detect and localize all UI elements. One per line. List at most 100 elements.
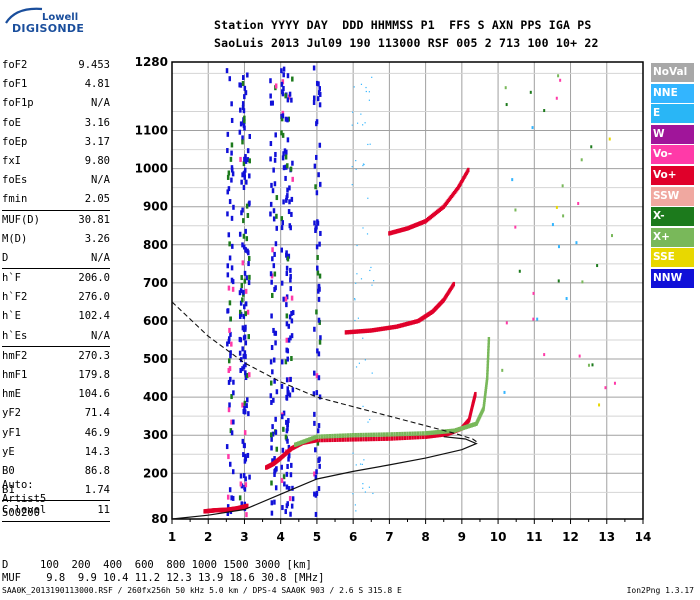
trace-point [407, 321, 411, 326]
echo-point [285, 197, 288, 203]
echo-point [226, 494, 230, 500]
param-row: foE 3.16 [2, 114, 110, 133]
echo-point [271, 247, 274, 253]
echo-point [269, 156, 272, 162]
trace-point [372, 436, 376, 442]
echo-point [367, 421, 369, 423]
echo-point [245, 179, 248, 185]
x-tick-label: 11 [526, 530, 543, 544]
echo-point [291, 485, 294, 491]
param-row: fxI 9.80 [2, 152, 110, 171]
echo-point [241, 135, 244, 141]
trace-point [359, 437, 363, 442]
trace-point [403, 431, 407, 437]
trace-point [414, 435, 417, 440]
trace-point [415, 222, 418, 228]
echo-point [274, 151, 277, 157]
echo-point [360, 113, 362, 115]
echo-point [227, 454, 230, 460]
echo-point [286, 187, 289, 193]
x-tick-label: 10 [490, 530, 507, 544]
echo-point [369, 143, 371, 145]
echo-point [356, 244, 358, 247]
echo-point [289, 286, 293, 292]
echo-point [318, 286, 321, 292]
echo-point [514, 225, 517, 229]
trace-point [408, 435, 412, 440]
echo-point [269, 211, 272, 217]
header-line2: SaoLuis 2013 Jul09 190 113000 RSF 005 2 … [214, 36, 599, 50]
trace-point [425, 434, 429, 439]
trace-point [336, 433, 339, 439]
echo-point [315, 373, 319, 379]
trace-point [432, 212, 435, 218]
echo-point [287, 418, 290, 424]
echo-point [561, 184, 564, 188]
echo-point [238, 350, 242, 356]
trace-point [300, 440, 303, 445]
trace-point [424, 434, 427, 439]
trace-point [304, 438, 308, 443]
echo-point [368, 91, 370, 93]
echo-point [282, 199, 285, 205]
trace-point [353, 329, 357, 334]
echo-point [289, 335, 292, 341]
trace-point [375, 436, 378, 442]
trace-point [388, 231, 391, 236]
echo-point [243, 174, 246, 180]
echo-point [242, 218, 245, 224]
trace-point [390, 436, 394, 441]
echo-point [371, 372, 373, 374]
echo-point [287, 486, 291, 492]
trace-point [309, 436, 312, 442]
echo-point [239, 156, 242, 162]
trace-point [401, 322, 405, 328]
echo-point [228, 487, 232, 493]
trace-point [380, 326, 384, 332]
echo-point [318, 86, 321, 92]
echo-point [244, 311, 247, 317]
echo-point [247, 255, 251, 261]
echo-point [244, 154, 247, 160]
echo-point [316, 348, 319, 354]
echo-point [284, 175, 287, 181]
echo-point [280, 116, 284, 122]
echo-point [287, 323, 291, 329]
y-tick-label: 500 [143, 352, 168, 366]
echo-point [317, 81, 320, 87]
trace-point [400, 323, 403, 328]
autoscaling-info: Auto: Artist5 500200 [2, 478, 46, 520]
echo-point [274, 429, 278, 435]
trace-point [439, 206, 443, 211]
echo-point [611, 234, 614, 238]
param-value: 276.0 [78, 291, 110, 304]
echo-point [360, 83, 363, 85]
echo-point [246, 372, 249, 378]
param-row: C-level 11 [2, 501, 110, 520]
echo-point [372, 492, 374, 495]
trace-point [486, 369, 489, 375]
echo-point [353, 86, 355, 88]
echo-point [314, 184, 317, 190]
echo-point [246, 72, 249, 78]
echo-point [230, 495, 233, 501]
echo-point [270, 313, 273, 319]
echo-point [543, 109, 546, 113]
echo-point [230, 394, 233, 400]
x-tick-label: 14 [635, 530, 652, 544]
echo-point [316, 265, 319, 271]
echo-point [269, 359, 273, 365]
echo-point [244, 288, 248, 294]
param-value: 4.81 [84, 78, 110, 91]
trace-point [357, 432, 360, 438]
echo-point [286, 137, 290, 143]
echo-point [246, 452, 250, 458]
trace-point [395, 436, 399, 441]
header-line1: Station YYYY DAY DDD HHMMSS P1 FFS S AXN… [214, 18, 592, 32]
trace-point [331, 437, 334, 443]
trace-point [440, 429, 444, 434]
trace-point [487, 345, 490, 351]
y-tick-label: 400 [143, 390, 168, 404]
trace-point [346, 330, 349, 335]
echo-point [289, 273, 292, 279]
